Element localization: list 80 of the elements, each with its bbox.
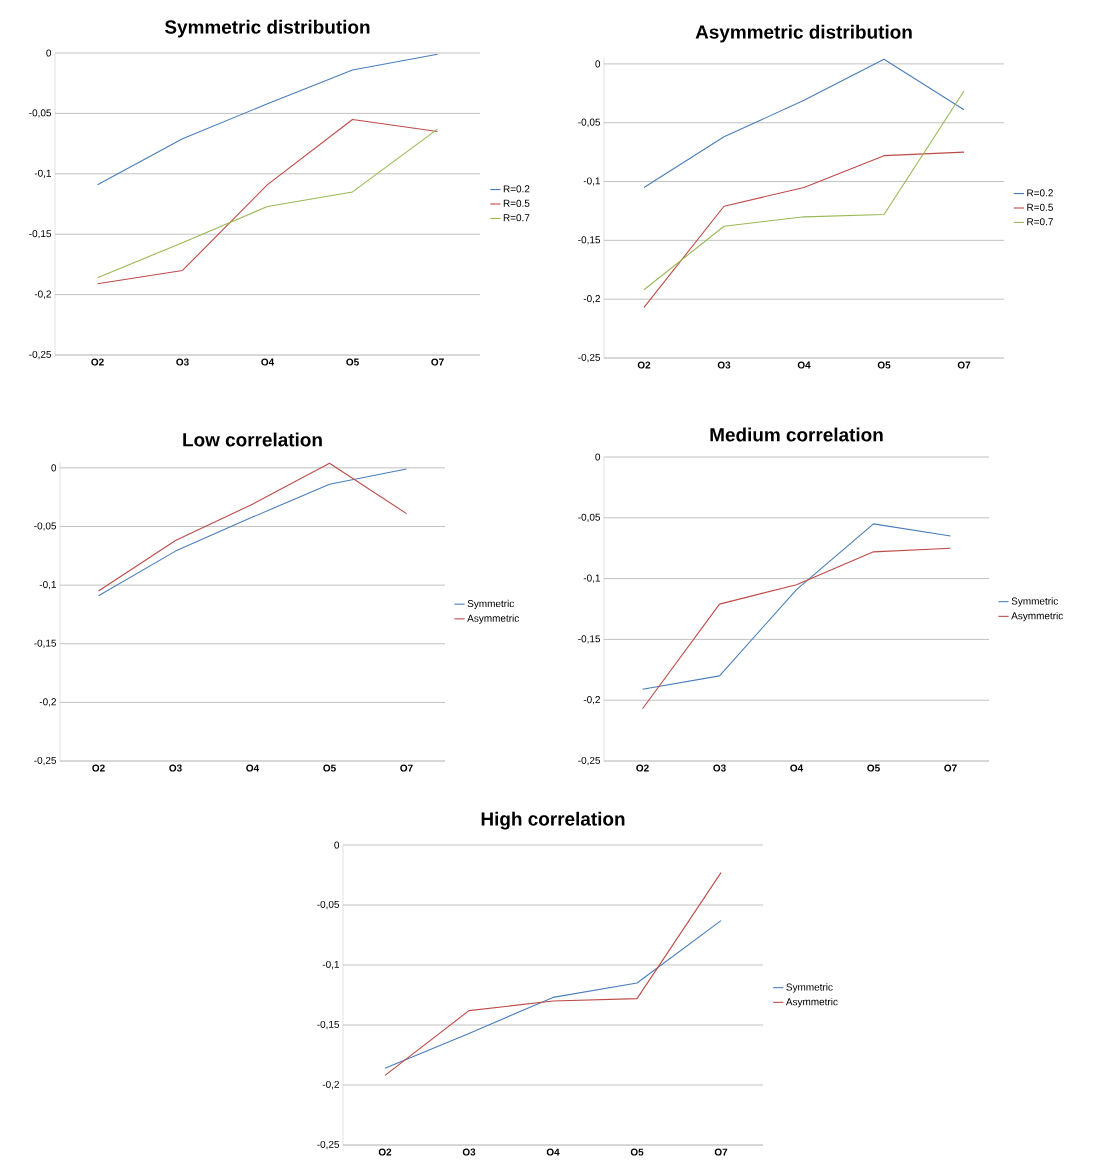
y-tick-label: 0 xyxy=(334,841,340,849)
legend-label: Asymmetric xyxy=(785,998,838,1008)
legend-label: Symmetric xyxy=(786,983,833,993)
y-tick-label: -0,2 xyxy=(583,696,600,705)
x-tick-label: O2 xyxy=(636,764,649,772)
chart-title: High correlation xyxy=(481,811,625,830)
line-series xyxy=(96,53,439,186)
y-tick-label: -0,05 xyxy=(578,513,601,522)
x-tick-label: O3 xyxy=(462,1148,476,1156)
x-tick-label: O2 xyxy=(92,764,105,772)
legend-label: R=0.7 xyxy=(1027,218,1053,226)
x-tick-label: O4 xyxy=(246,764,260,772)
y-tick-label: -0,25 xyxy=(317,1140,340,1150)
line-series xyxy=(384,872,722,1076)
x-tick-label: O5 xyxy=(323,764,336,772)
x-tick-label: O5 xyxy=(867,764,880,772)
y-tick-label: -0,2 xyxy=(39,698,56,707)
line-series xyxy=(643,90,965,291)
legend-label: Symmetric xyxy=(1011,597,1058,607)
y-tick-label: -0,05 xyxy=(578,118,601,127)
x-tick-label: O4 xyxy=(546,1148,560,1156)
x-tick-label: O3 xyxy=(169,764,182,772)
y-tick-label: -0,1 xyxy=(34,169,51,178)
y-tick-label: -0,25 xyxy=(34,756,57,766)
x-tick-label: O3 xyxy=(176,358,189,366)
y-tick-label: -0,25 xyxy=(29,350,52,360)
y-tick-label: -0,05 xyxy=(317,900,340,910)
legend-label: Asymmetric xyxy=(1011,612,1063,622)
x-tick-label: O5 xyxy=(877,361,891,369)
y-tick-label: -0,2 xyxy=(34,290,51,299)
line-series xyxy=(643,58,965,188)
y-tick-label: -0,25 xyxy=(578,353,601,363)
x-tick-label: O5 xyxy=(630,1148,644,1156)
y-tick-label: -0,15 xyxy=(578,236,601,245)
y-tick-label: 0 xyxy=(46,49,52,57)
x-tick-label: O7 xyxy=(400,764,413,772)
chart-title: Medium correlation xyxy=(710,427,883,442)
legend-label: R=0.7 xyxy=(503,214,530,222)
y-tick-label: -0,1 xyxy=(583,574,601,583)
y-tick-label: -0,2 xyxy=(322,1080,339,1090)
x-tick-label: O2 xyxy=(637,361,651,369)
y-tick-label: 0 xyxy=(51,464,57,472)
chart-title: Asymmetric distribution xyxy=(695,24,912,43)
y-tick-label: -0,05 xyxy=(29,109,52,118)
legend-label: R=0.5 xyxy=(1027,203,1053,211)
y-tick-label: -0,1 xyxy=(39,581,56,590)
y-tick-label: -0,15 xyxy=(317,1020,340,1030)
y-tick-label: -0,25 xyxy=(578,756,601,766)
y-tick-label: -0,1 xyxy=(583,177,601,186)
legend-label: Symmetric xyxy=(467,599,514,610)
legend-label: Asymmetric xyxy=(467,614,519,624)
x-tick-label: O7 xyxy=(714,1148,728,1156)
chart-title: Low correlation xyxy=(183,432,322,447)
x-tick-label: O3 xyxy=(717,361,731,369)
x-tick-label: O7 xyxy=(957,361,971,369)
legend-label: R=0.2 xyxy=(503,185,530,193)
line-series xyxy=(641,523,952,690)
x-tick-label: O4 xyxy=(797,361,811,369)
x-tick-label: O3 xyxy=(713,764,726,772)
y-tick-label: 0 xyxy=(595,453,601,461)
legend-label: R=0.2 xyxy=(1027,189,1053,197)
y-tick-label: -0,1 xyxy=(322,960,340,970)
x-tick-label: O7 xyxy=(431,358,444,366)
y-tick-label: -0,15 xyxy=(29,230,52,239)
x-tick-label: O7 xyxy=(944,764,957,772)
x-tick-label: O5 xyxy=(346,358,359,366)
y-tick-label: 0 xyxy=(595,60,601,68)
y-tick-label: -0,15 xyxy=(34,639,57,648)
y-tick-label: -0,05 xyxy=(34,522,57,531)
y-tick-label: -0,15 xyxy=(578,635,601,644)
x-tick-label: O2 xyxy=(91,358,104,366)
legend-label: R=0.5 xyxy=(503,199,530,207)
line-series xyxy=(641,547,952,710)
y-tick-label: -0,2 xyxy=(583,295,600,304)
x-tick-label: O2 xyxy=(378,1148,392,1156)
line-series xyxy=(643,151,965,308)
x-tick-label: O4 xyxy=(790,764,804,772)
chart-title: Symmetric distribution xyxy=(164,19,370,38)
line-series xyxy=(384,920,722,1069)
x-tick-label: O4 xyxy=(261,358,275,366)
